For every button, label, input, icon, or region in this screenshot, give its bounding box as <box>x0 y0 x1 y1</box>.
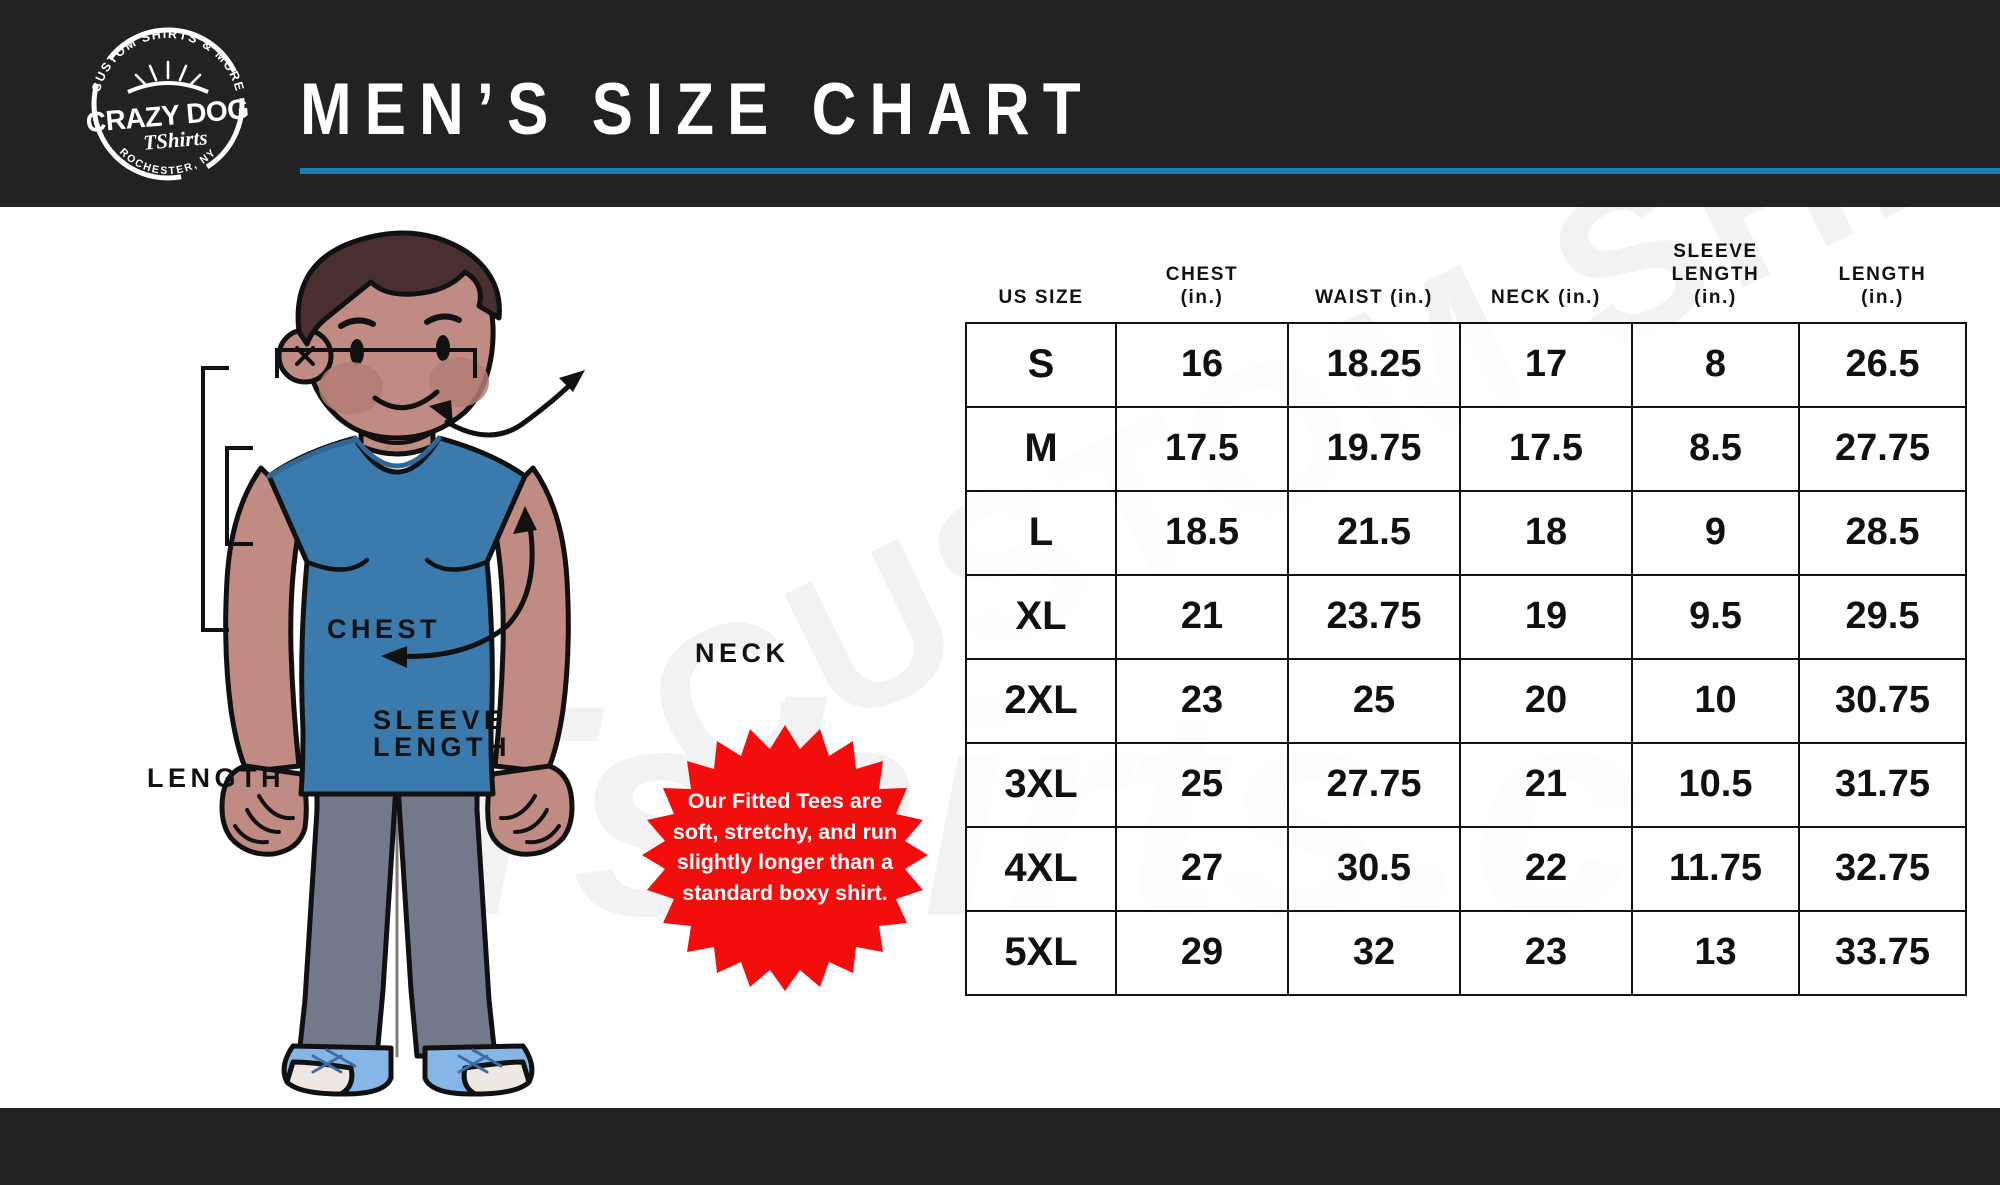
cell-neck: 18 <box>1459 489 1633 576</box>
cell-waist: 18.25 <box>1287 321 1461 408</box>
cell-sleeve-length: 9 <box>1631 489 1800 576</box>
cell-length: 26.5 <box>1798 321 1967 408</box>
cell-size: 5XL <box>965 909 1117 996</box>
cell-chest: 18.5 <box>1115 489 1289 576</box>
cell-waist: 25 <box>1287 657 1461 744</box>
cell-waist: 19.75 <box>1287 405 1461 492</box>
cell-chest: 23 <box>1115 657 1289 744</box>
cell-length: 28.5 <box>1798 489 1967 576</box>
cell-waist: 21.5 <box>1287 489 1461 576</box>
cell-chest: 17.5 <box>1115 405 1289 492</box>
cell-neck: 17 <box>1459 321 1633 408</box>
badge-text: Our Fitted Tees are soft, stretchy, and … <box>672 789 898 905</box>
mens-figure-illustration: CHEST NECK SLEEVE LENGTH LENGTH WAIST <box>55 210 935 1097</box>
cell-neck: 21 <box>1459 741 1633 828</box>
cell-sleeve-length: 13 <box>1631 909 1800 996</box>
cell-length: 29.5 <box>1798 573 1967 660</box>
svg-text:TShirts: TShirts <box>142 125 208 155</box>
table-body: S 16 18.25 17 8 26.5 M 17.5 19.75 17.5 8… <box>965 321 1967 996</box>
cell-size: XL <box>965 573 1117 660</box>
cell-neck: 19 <box>1459 573 1633 660</box>
cell-chest: 25 <box>1115 741 1289 828</box>
column-header-chest: CHEST (in.) <box>1165 264 1239 309</box>
table-row: M 17.5 19.75 17.5 8.5 27.75 <box>965 405 1967 492</box>
cell-size: 2XL <box>965 657 1117 744</box>
cell-chest: 16 <box>1115 321 1289 408</box>
cell-length: 27.75 <box>1798 405 1967 492</box>
cell-neck: 20 <box>1459 657 1633 744</box>
cell-length: 32.75 <box>1798 825 1967 912</box>
cell-size: S <box>965 321 1117 408</box>
cell-size: L <box>965 489 1117 576</box>
cell-waist: 30.5 <box>1287 825 1461 912</box>
cell-size: 4XL <box>965 825 1117 912</box>
title-underline <box>300 168 2000 174</box>
cell-chest: 27 <box>1115 825 1289 912</box>
cell-sleeve-length: 10 <box>1631 657 1800 744</box>
label-chest: CHEST <box>327 614 442 644</box>
cell-chest: 21 <box>1115 573 1289 660</box>
cell-neck: 23 <box>1459 909 1633 996</box>
label-sleeve-length: SLEEVE LENGTH <box>373 705 511 762</box>
label-neck: NECK <box>695 638 790 668</box>
column-header-neck: NECK (in.) <box>1491 287 1601 309</box>
table-row: 5XL 29 32 23 13 33.75 <box>965 909 1967 996</box>
table-row: 3XL 25 27.75 21 10.5 31.75 <box>965 741 1967 828</box>
footer-bar <box>0 1108 2000 1185</box>
column-header-waist: WAIST (in.) <box>1315 287 1433 309</box>
cell-length: 33.75 <box>1798 909 1967 996</box>
size-table: US SIZE CHEST (in.) WAIST (in.) NECK (in… <box>965 240 1967 996</box>
cell-sleeve-length: 9.5 <box>1631 573 1800 660</box>
brand-logo: CUSTOM SHIRTS & MORE ROCHESTER, NY CRAZY… <box>72 22 264 184</box>
cell-neck: 17.5 <box>1459 405 1633 492</box>
starburst-shape <box>642 725 928 991</box>
cell-waist: 23.75 <box>1287 573 1461 660</box>
column-header-us-size: US SIZE <box>998 287 1084 309</box>
cell-sleeve-length: 11.75 <box>1631 825 1800 912</box>
cell-neck: 22 <box>1459 825 1633 912</box>
cell-size: M <box>965 405 1117 492</box>
cell-size: 3XL <box>965 741 1117 828</box>
table-header-row: US SIZE CHEST (in.) WAIST (in.) NECK (in… <box>966 240 1966 323</box>
cell-sleeve-length: 8.5 <box>1631 405 1800 492</box>
column-header-length: LENGTH (in.) <box>1838 264 1927 309</box>
page-title: MEN’S SIZE CHART <box>300 69 1094 151</box>
cell-chest: 29 <box>1115 909 1289 996</box>
cell-length: 31.75 <box>1798 741 1967 828</box>
table-row: 2XL 23 25 20 10 30.75 <box>965 657 1967 744</box>
cell-waist: 27.75 <box>1287 741 1461 828</box>
table-row: S 16 18.25 17 8 26.5 <box>965 321 1967 408</box>
table-row: L 18.5 21.5 18 9 28.5 <box>965 489 1967 576</box>
column-header-sleeve-length: SLEEVE LENGTH (in.) <box>1671 241 1760 309</box>
cell-waist: 32 <box>1287 909 1461 996</box>
size-table-container: US SIZE CHEST (in.) WAIST (in.) NECK (in… <box>965 240 1967 996</box>
fitted-tees-badge: Our Fitted Tees are soft, stretchy, and … <box>640 723 930 993</box>
label-length: LENGTH <box>147 763 285 793</box>
table-header: US SIZE CHEST (in.) WAIST (in.) NECK (in… <box>966 240 1966 323</box>
cell-length: 30.75 <box>1798 657 1967 744</box>
table-row: XL 21 23.75 19 9.5 29.5 <box>965 573 1967 660</box>
table-row: 4XL 27 30.5 22 11.75 32.75 <box>965 825 1967 912</box>
cell-sleeve-length: 8 <box>1631 321 1800 408</box>
cell-sleeve-length: 10.5 <box>1631 741 1800 828</box>
